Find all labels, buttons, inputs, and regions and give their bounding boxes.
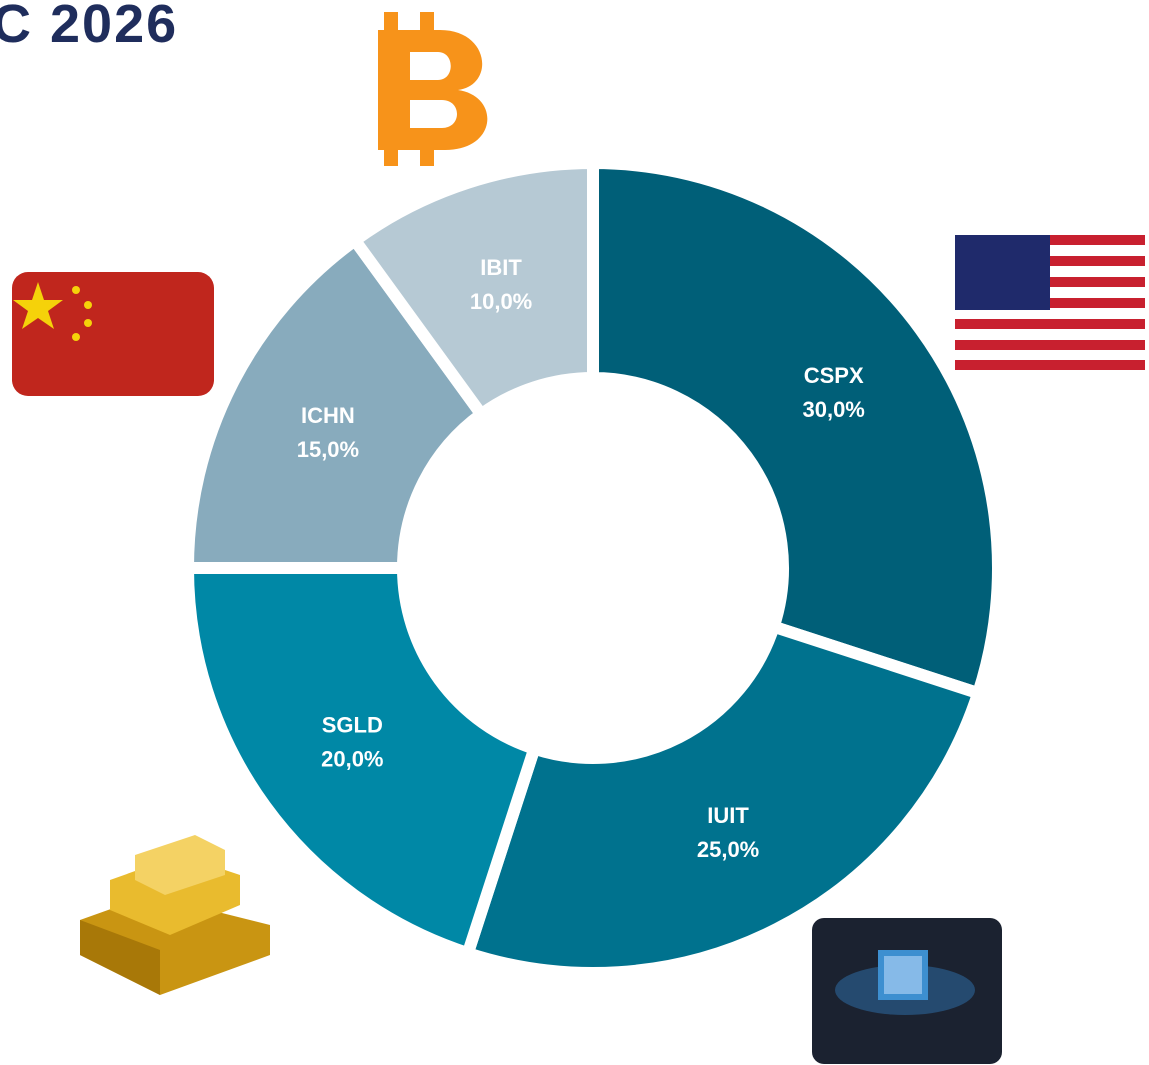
segment-value-label: 30,0% [802,397,864,422]
donut-segment [587,156,1004,701]
segment-value-label: 15,0% [297,437,359,462]
gold-bars-icon [80,835,270,995]
donut-segment [460,619,986,979]
segment-value-label: 10,0% [470,289,532,314]
segment-category-label: CSPX [804,363,864,388]
bitcoin-icon [378,12,488,166]
segment-value-label: 25,0% [697,837,759,862]
china-flag-icon [12,272,214,396]
chart-title: C 2026 [0,0,178,54]
us-flag-icon [955,235,1145,370]
segment-category-label: ICHN [301,403,355,428]
segment-category-label: IUIT [707,803,749,828]
segment-category-label: IBIT [480,255,522,280]
donut-segment [181,562,542,961]
ai-chip-icon [812,918,1002,1064]
segment-value-label: 20,0% [321,747,383,772]
donut-segment [346,156,599,423]
segment-category-label: SGLD [322,713,383,738]
